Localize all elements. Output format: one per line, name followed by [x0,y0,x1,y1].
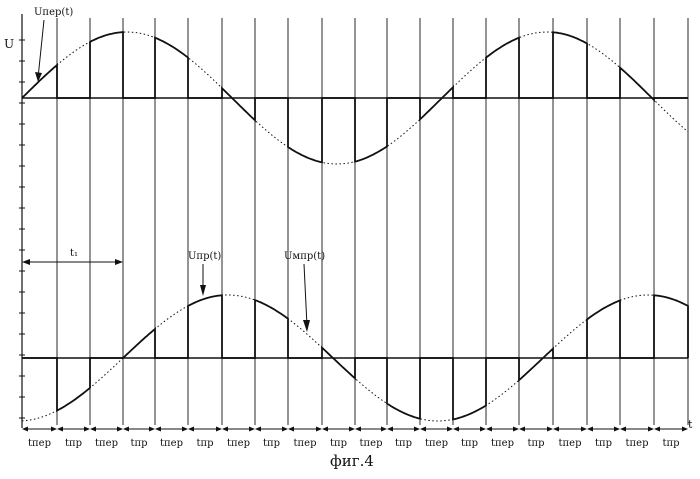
interval-arrowhead [654,427,660,432]
interval-arrowhead [414,427,420,432]
interval-arrowhead [188,427,194,432]
interval-labels: tпер tпр tпер tпр tпер tпр tпер tпр tпер tпр tпер t… [28,438,680,449]
interval-arrowhead [486,427,492,432]
interval-label: tпр [65,438,82,449]
interval-label: tпер [359,438,382,449]
interval-arrowhead [420,427,426,432]
interval-arrowhead [216,427,222,432]
interval-label: tпр [196,438,213,449]
u-mpr-arrow [304,264,307,326]
interval-arrowhead [581,427,587,432]
interval-arrowhead [587,427,593,432]
interval-arrowhead [90,427,96,432]
interval-label: tпер [28,438,51,449]
interval-arrowhead [648,427,654,432]
axis-label-t: t [688,418,693,431]
interval-arrowhead [620,427,626,432]
interval-arrowhead [51,427,57,432]
interval-arrowhead [387,427,393,432]
interval-arrowhead [322,427,328,432]
interval-label: tпер [160,438,183,449]
interval-arrowhead [84,427,90,432]
interval-arrowhead [57,427,63,432]
interval-arrowhead [614,427,620,432]
interval-label: tпр [263,438,280,449]
interval-label: tпр [330,438,347,449]
t1-arrowhead-right [115,259,123,265]
u-per-arrow [38,20,44,78]
interval-arrowhead [123,427,129,432]
interval-arrowhead [349,427,355,432]
interval-label: tпер [95,438,118,449]
interval-label: tпр [461,438,478,449]
figure-caption: фиг.4 [330,452,374,470]
interval-label: tпер [558,438,581,449]
interval-arrowhead [288,427,294,432]
interval-arrows [22,427,688,432]
interval-arrowhead [22,427,28,432]
interval-arrowhead [547,427,553,432]
label-u-mpr: Uмпр(t) [284,251,325,262]
t1-arrowhead-left [22,259,30,265]
interval-arrowhead [149,427,155,432]
u-pr-arrowhead [200,285,206,296]
interval-arrowhead [249,427,255,432]
interval-arrowhead [282,427,288,432]
interval-label: tпер [293,438,316,449]
interval-arrowhead [381,427,387,432]
interval-label: tпер [625,438,648,449]
label-u-per: Uпер(t) [34,7,73,18]
interval-arrowhead [453,427,459,432]
interval-label: tпер [425,438,448,449]
interval-label: tпер [491,438,514,449]
axis-label-u: U [4,37,14,51]
interval-arrowhead [355,427,361,432]
interval-label: tпр [662,438,679,449]
interval-arrowhead [553,427,559,432]
interval-arrowhead [117,427,123,432]
interval-label: tпр [595,438,612,449]
interval-arrowhead [480,427,486,432]
interval-label: tпр [130,438,147,449]
label-u-pr: Uпр(t) [188,251,221,262]
label-t1: t₁ [70,248,78,259]
u-mpr-arrowhead [303,320,310,332]
interval-label: tпр [395,438,412,449]
interval-arrowhead [447,427,453,432]
interval-arrowhead [222,427,228,432]
time-gridlines [57,18,688,425]
interval-label: tпер [227,438,250,449]
interval-label: tпр [527,438,544,449]
interval-arrowhead [182,427,188,432]
interval-arrowhead [519,427,525,432]
interval-arrowhead [155,427,161,432]
interval-arrowhead [513,427,519,432]
interval-arrowhead [316,427,322,432]
interval-arrowhead [255,427,261,432]
